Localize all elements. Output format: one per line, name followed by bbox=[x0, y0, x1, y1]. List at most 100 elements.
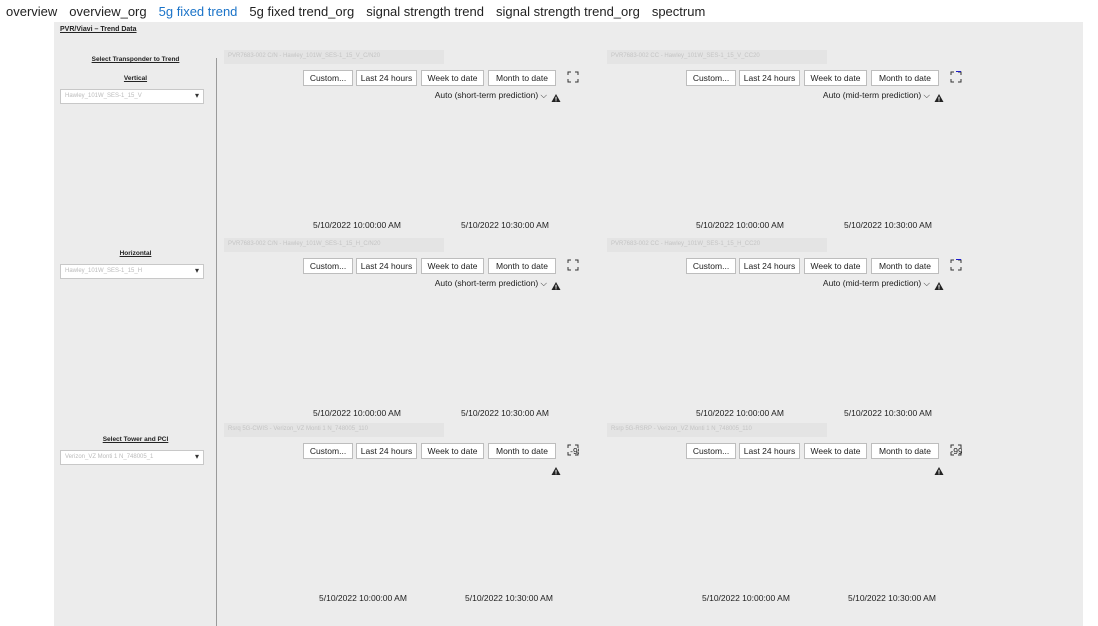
breadcrumb[interactable]: PVR/Viavi – Trend Data bbox=[60, 26, 137, 33]
horizontal-select-value: Hawley_101W_SES-1_15_H bbox=[65, 268, 143, 274]
x-tick-label: 5/10/2022 10:30:00 AM bbox=[844, 408, 932, 418]
x-tick-label: 5/10/2022 10:30:00 AM bbox=[461, 220, 549, 230]
trend-plot[interactable] bbox=[221, 100, 585, 218]
warning-icon[interactable] bbox=[934, 90, 944, 102]
tab-5g-fixed-trend[interactable]: 5g fixed trend bbox=[158, 3, 238, 19]
fullscreen-icon[interactable]: dBcNow13.80 bbox=[567, 244, 932, 373]
warning-icon[interactable] bbox=[551, 90, 561, 102]
custom-range-button[interactable]: Custom... bbox=[303, 443, 353, 459]
warning-icon[interactable] bbox=[551, 278, 561, 290]
chevron-down-icon: ▾ bbox=[194, 266, 199, 275]
card-title: PVR7683-002 CC - Hawley_101W_SES-1_15_V_… bbox=[607, 50, 827, 64]
custom-range-button[interactable]: Custom... bbox=[686, 258, 736, 274]
prediction-mode-label: Auto (short-term prediction) bbox=[434, 90, 539, 100]
warning-icon[interactable] bbox=[551, 463, 561, 475]
last-24-hours-button[interactable]: Last 24 hours bbox=[356, 258, 417, 274]
last-24-hours-button[interactable]: Last 24 hours bbox=[739, 70, 800, 86]
prediction-mode-dropdown[interactable]: Auto (mid-term prediction) ⌵ bbox=[823, 90, 930, 101]
horizontal-transponder-select[interactable]: Hawley_101W_SES-1_15_H ▾ bbox=[60, 264, 204, 279]
x-tick-label: 5/10/2022 10:00:00 AM bbox=[313, 220, 401, 230]
prediction-mode-label: Auto (mid-term prediction) bbox=[822, 278, 922, 288]
trend-card: PVR7683-002 CC - Hawley_101W_SES-1_15_H_… bbox=[604, 238, 1098, 418]
last-24-hours-button[interactable]: Last 24 hours bbox=[356, 70, 417, 86]
week-to-date-button[interactable]: Week to date bbox=[421, 443, 484, 459]
prediction-mode-dropdown[interactable]: Auto (mid-term prediction) ⌵ bbox=[823, 278, 930, 289]
month-to-date-button[interactable]: Month to date bbox=[871, 70, 939, 86]
x-tick-label: 5/10/2022 10:00:00 AM bbox=[696, 408, 784, 418]
card-title: Rsrq 5G-CWIS - Verizon_VZ Monti 1 N_7480… bbox=[224, 423, 444, 437]
fullscreen-icon[interactable]: dBcNow12.6012.40 bbox=[567, 56, 932, 185]
custom-range-button[interactable]: Custom... bbox=[303, 258, 353, 274]
fullscreen-icon[interactable]: dBmNow-998.500-999N/A bbox=[950, 429, 1098, 553]
tab-signal-strength-trend-org[interactable]: signal strength trend_org bbox=[496, 3, 640, 19]
custom-range-button[interactable]: Custom... bbox=[686, 70, 736, 86]
chevron-down-icon: ▾ bbox=[194, 91, 199, 100]
y-tick-label: -998.50 bbox=[570, 446, 579, 456]
prediction-mode-dropdown[interactable]: Auto (short-term prediction) ⌵ bbox=[435, 90, 547, 101]
trend-card: PVR7683-002 C/N - Hawley_101W_SES-1_15_V… bbox=[221, 50, 932, 230]
month-to-date-button[interactable]: Month to date bbox=[488, 70, 556, 86]
card-title: PVR7683-002 CC - Hawley_101W_SES-1_15_H_… bbox=[607, 238, 827, 252]
month-to-date-button[interactable]: Month to date bbox=[488, 258, 556, 274]
horizontal-label: Horizontal bbox=[119, 250, 152, 257]
vertical-label: Vertical bbox=[123, 75, 148, 82]
trend-plot[interactable] bbox=[221, 473, 585, 591]
vertical-transponder-select[interactable]: Hawley_101W_SES-1_15_V ▾ bbox=[60, 89, 204, 104]
trend-plot[interactable] bbox=[604, 100, 968, 218]
x-tick-label: 5/10/2022 10:00:00 AM bbox=[313, 408, 401, 418]
vertical-select-value: Hawley_101W_SES-1_15_V bbox=[65, 93, 142, 99]
tower-pci-select[interactable]: Verizon_VZ Monti 1 N_748005_1 ▾ bbox=[60, 450, 204, 465]
legend-marker bbox=[956, 255, 961, 260]
x-tick-label: 5/10/2022 10:00:00 AM bbox=[696, 220, 784, 230]
x-tick-label: 5/10/2022 10:30:00 AM bbox=[848, 593, 936, 603]
prediction-mode-label: Auto (short-term prediction) bbox=[434, 278, 539, 288]
tower-select-value: Verizon_VZ Monti 1 N_748005_1 bbox=[65, 454, 154, 460]
warning-icon[interactable] bbox=[934, 463, 944, 475]
x-tick-label: 5/10/2022 10:00:00 AM bbox=[319, 593, 407, 603]
tab-bar: overview overview_org 5g fixed trend 5g fix… bbox=[0, 0, 717, 22]
last-24-hours-button[interactable]: Last 24 hours bbox=[739, 443, 800, 459]
card-title: PVR7683-002 C/N - Hawley_101W_SES-1_15_V… bbox=[224, 50, 444, 64]
month-to-date-button[interactable]: Month to date bbox=[871, 258, 939, 274]
warning-icon[interactable] bbox=[934, 278, 944, 290]
y-tick-label: -998.500 bbox=[950, 446, 962, 456]
chevron-down-icon: ⌵ bbox=[540, 90, 547, 100]
prediction-mode-label: Auto (mid-term prediction) bbox=[822, 90, 922, 100]
custom-range-button[interactable]: Custom... bbox=[686, 443, 736, 459]
tab-spectrum[interactable]: spectrum bbox=[651, 3, 706, 19]
card-title: PVR7683-002 C/N - Hawley_101W_SES-1_15_H… bbox=[224, 238, 444, 252]
trend-card: PVR7683-002 C/N - Hawley_101W_SES-1_15_H… bbox=[221, 238, 932, 418]
month-to-date-button[interactable]: Month to date bbox=[871, 443, 939, 459]
trend-plot[interactable] bbox=[604, 288, 968, 406]
tab-signal-strength-trend[interactable]: signal strength trend bbox=[366, 3, 484, 19]
tab-overview-org[interactable]: overview_org bbox=[69, 3, 147, 19]
fullscreen-icon[interactable]: ErrorsNow10-1 bbox=[950, 244, 1098, 374]
prediction-mode-dropdown[interactable]: Auto (short-term prediction) ⌵ bbox=[435, 278, 547, 289]
custom-range-button[interactable]: Custom... bbox=[303, 70, 353, 86]
tab-overview[interactable]: overview bbox=[6, 3, 58, 19]
legend-marker bbox=[956, 67, 961, 72]
week-to-date-button[interactable]: Week to date bbox=[421, 258, 484, 274]
week-to-date-button[interactable]: Week to date bbox=[804, 443, 867, 459]
trend-plot[interactable] bbox=[604, 473, 968, 591]
fullscreen-icon[interactable]: dBNow-998.50-999N/A bbox=[567, 429, 931, 554]
week-to-date-button[interactable]: Week to date bbox=[804, 258, 867, 274]
trend-card: PVR7683-002 CC - Hawley_101W_SES-1_15_V_… bbox=[604, 50, 1098, 230]
tab-5g-fixed-trend-org[interactable]: 5g fixed trend_org bbox=[249, 3, 355, 19]
last-24-hours-button[interactable]: Last 24 hours bbox=[356, 443, 417, 459]
trend-card: Rsrp 5G-RSRP - Verizon_VZ Monti 1 N_7480… bbox=[604, 423, 1098, 603]
x-tick-label: 5/10/2022 10:00:00 AM bbox=[702, 593, 790, 603]
month-to-date-button[interactable]: Month to date bbox=[488, 443, 556, 459]
x-tick-label: 5/10/2022 10:30:00 AM bbox=[844, 220, 932, 230]
week-to-date-button[interactable]: Week to date bbox=[804, 70, 867, 86]
trend-plot[interactable] bbox=[221, 288, 585, 406]
fullscreen-icon[interactable]: ErrorsNow10-1 bbox=[950, 56, 1098, 186]
sidebar-divider bbox=[216, 58, 217, 626]
chevron-down-icon: ⌵ bbox=[540, 278, 547, 288]
last-24-hours-button[interactable]: Last 24 hours bbox=[739, 258, 800, 274]
chevron-down-icon: ▾ bbox=[194, 452, 199, 461]
select-tower-heading: Select Tower and PCI bbox=[102, 436, 169, 443]
trend-panel: PVR/Viavi – Trend Data Select Transponde… bbox=[54, 22, 1098, 626]
card-title: Rsrp 5G-RSRP - Verizon_VZ Monti 1 N_7480… bbox=[607, 423, 827, 437]
week-to-date-button[interactable]: Week to date bbox=[421, 70, 484, 86]
